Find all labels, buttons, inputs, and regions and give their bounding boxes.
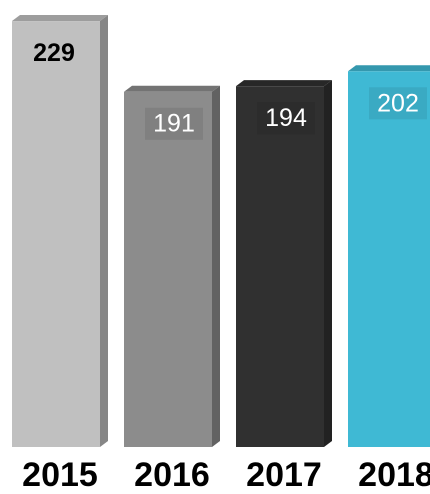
- bar-front-2017: [236, 86, 324, 447]
- bar-top-2015: [12, 15, 108, 22]
- bars-group: [12, 15, 430, 448]
- data-labels-group: 229 191 194 202: [33, 39, 427, 140]
- data-label-bg-2016: [145, 107, 203, 140]
- bar-front-2016: [124, 91, 212, 448]
- bar-2018: [348, 65, 430, 447]
- bar-2015: [12, 15, 108, 448]
- bar-side-2016: [212, 85, 220, 448]
- bar-top-2018: [348, 65, 430, 72]
- x-tick-label-2018: 2018: [358, 456, 430, 494]
- bar-top-2016: [124, 85, 220, 92]
- x-tick-labels-group: 2015 2016 2017 2018: [22, 456, 430, 494]
- bar-front-2015: [12, 21, 100, 448]
- x-tick-label-2015: 2015: [22, 456, 98, 494]
- bar-side-2015: [100, 15, 108, 448]
- data-label-bg-2018: [369, 87, 427, 120]
- bar-top-2017: [236, 80, 332, 87]
- bar-2016: [124, 85, 220, 448]
- bar-2017: [236, 80, 332, 447]
- x-tick-label-2017: 2017: [246, 456, 322, 494]
- data-label-2016: 191: [153, 110, 195, 138]
- data-label-2018: 202: [377, 89, 419, 117]
- bar-side-2017: [324, 80, 332, 447]
- data-label-2017: 194: [265, 104, 307, 132]
- data-label-bg-2017: [257, 102, 315, 135]
- bar-front-2018: [348, 71, 430, 447]
- data-label-2015: 229: [33, 39, 75, 67]
- x-tick-label-2016: 2016: [134, 456, 210, 494]
